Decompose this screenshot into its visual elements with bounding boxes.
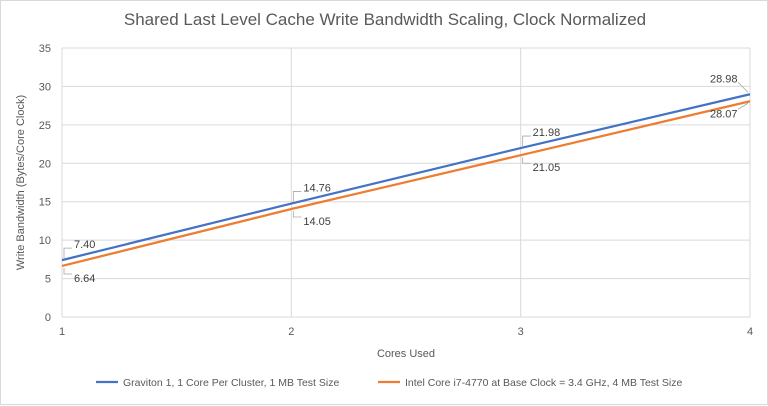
x-axis-ticks: 1 2 3 4 xyxy=(59,326,753,338)
data-label: 7.40 xyxy=(74,239,95,251)
y-axis-ticks: 0 5 10 15 20 25 30 35 xyxy=(39,43,51,324)
data-labels: 7.40 14.76 21.98 28.98 6.64 14.05 21.05 28.07 xyxy=(63,73,749,285)
data-label-leader xyxy=(522,157,531,164)
data-label-leader xyxy=(737,81,749,93)
y-tick-label: 5 xyxy=(45,274,51,286)
legend-entry-1: Graviton 1, 1 Core Per Cluster, 1 MB Tes… xyxy=(123,377,339,389)
data-label-leader xyxy=(292,191,302,202)
x-axis-label: Cores Used xyxy=(377,348,435,360)
y-tick-label: 30 xyxy=(39,81,51,93)
x-tick-label: 3 xyxy=(518,326,524,338)
x-tick-label: 2 xyxy=(288,326,294,338)
legend: Graviton 1, 1 Core Per Cluster, 1 MB Tes… xyxy=(96,377,682,389)
y-axis-label: Write Bandwidth (Bytes/Core Clock) xyxy=(15,95,27,270)
data-label-leader xyxy=(737,102,749,110)
data-label: 6.64 xyxy=(74,273,95,285)
y-tick-label: 0 xyxy=(45,312,51,324)
data-label: 28.07 xyxy=(710,108,738,120)
y-tick-label: 25 xyxy=(39,120,51,132)
data-label-leader xyxy=(63,267,72,275)
y-tick-label: 10 xyxy=(39,235,51,247)
series-line-2 xyxy=(61,100,751,268)
data-label: 21.98 xyxy=(533,127,561,139)
data-label: 28.98 xyxy=(710,73,738,85)
x-tick-label: 4 xyxy=(747,326,753,338)
data-label-leader xyxy=(522,135,531,147)
data-label: 14.05 xyxy=(303,216,331,228)
chart-title: Shared Last Level Cache Write Bandwidth … xyxy=(124,10,646,29)
data-label: 14.76 xyxy=(303,183,331,195)
legend-entry-2: Intel Core i7-4770 at Base Clock = 3.4 G… xyxy=(405,377,682,389)
data-label-leader xyxy=(63,247,72,259)
y-tick-label: 35 xyxy=(39,43,51,55)
series-line-1 xyxy=(61,93,751,262)
grid-lines xyxy=(61,47,751,318)
y-tick-label: 20 xyxy=(39,158,51,170)
y-tick-label: 15 xyxy=(39,197,51,209)
data-label-leader xyxy=(292,211,302,218)
x-tick-label: 1 xyxy=(59,326,65,338)
series-lines xyxy=(61,93,751,268)
data-label: 21.05 xyxy=(533,162,561,174)
